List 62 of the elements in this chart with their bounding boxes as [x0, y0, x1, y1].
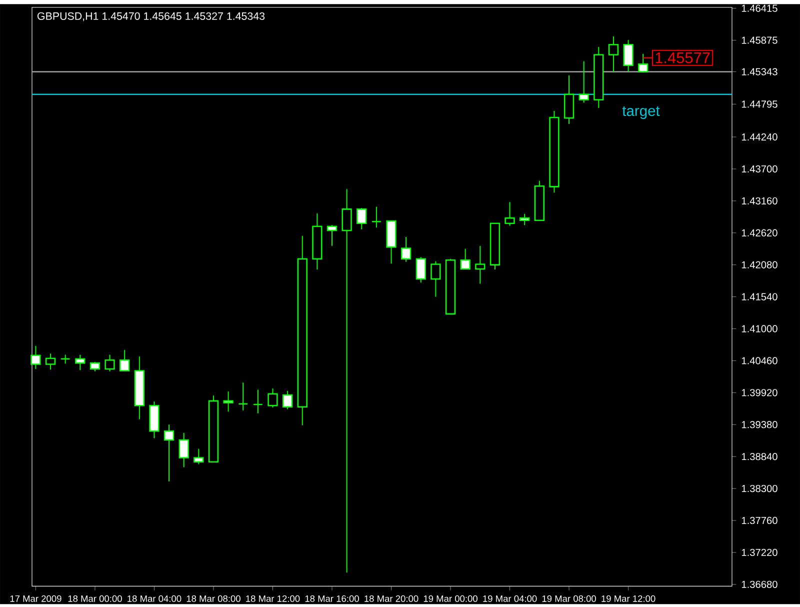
x-tick-label: 19 Mar 12:00 — [602, 596, 656, 602]
y-tick-label: 1.38840 — [742, 453, 778, 460]
x-tick-label: 18 Mar 00:00 — [68, 596, 122, 602]
x-tick-label: 19 Mar 08:00 — [542, 596, 596, 602]
x-tick-label: 19 Mar 04:00 — [483, 596, 537, 602]
candlestick — [475, 246, 486, 284]
candlestick — [238, 382, 248, 412]
x-tick-label: 18 Mar 16:00 — [305, 596, 359, 602]
candlestick — [223, 391, 234, 412]
y-tick-label: 1.44795 — [742, 100, 778, 108]
candlestick — [430, 260, 441, 298]
candlestick — [252, 389, 264, 414]
y-tick-label: 1.46415 — [742, 4, 778, 12]
candlestick — [268, 388, 278, 408]
y-tick-label: 1.42620 — [742, 229, 778, 237]
y-tick-label: 1.43160 — [742, 198, 778, 205]
candlestick — [520, 214, 530, 226]
y-tick-label: 1.45343 — [742, 68, 778, 76]
candlestick — [164, 424, 174, 482]
y-tick-label: 1.44240 — [742, 134, 778, 141]
y-tick-label: 1.39920 — [742, 389, 778, 396]
candlestick — [282, 390, 293, 410]
y-tick-label: 1.41000 — [742, 325, 778, 332]
candlestick — [400, 236, 412, 263]
y-tick-label: 1.42080 — [742, 261, 778, 269]
candlestick — [104, 354, 115, 372]
x-tick-label: 18 Mar 04:00 — [128, 596, 182, 602]
x-tick-label: 18 Mar 12:00 — [246, 596, 300, 602]
candlestick — [578, 60, 589, 104]
candlestick — [608, 36, 619, 74]
candlestick — [194, 448, 204, 465]
candlestick — [623, 40, 634, 73]
y-tick-label: 1.38300 — [742, 485, 778, 492]
candlestick — [45, 353, 56, 370]
y-tick-label: 1.41540 — [742, 293, 778, 301]
candlestick — [504, 202, 515, 226]
y-tick-label: 1.40460 — [742, 357, 778, 364]
x-tick-label: 17 Mar 2009 — [10, 596, 62, 602]
candlestick — [416, 256, 426, 284]
candlestick — [90, 362, 100, 372]
y-tick-label: 1.39380 — [742, 421, 778, 428]
y-tick-label: 1.37760 — [742, 517, 778, 524]
x-tick-label: 18 Mar 08:00 — [186, 596, 240, 602]
candlestick — [120, 350, 130, 372]
y-tick-label: 1.43700 — [742, 166, 778, 173]
chart-title: GBPUSD,H1 1.45470 1.45645 1.45327 1.45343 — [38, 12, 265, 22]
candlestick — [356, 208, 367, 230]
candlestick — [371, 206, 382, 228]
y-tick-label: 1.36680 — [742, 581, 778, 588]
x-tick-label: 19 Mar 00:00 — [424, 596, 478, 602]
y-tick-label: 1.37220 — [742, 549, 778, 556]
candlestick — [326, 224, 338, 247]
candlestick — [564, 75, 574, 125]
x-tick-label: 18 Mar 20:00 — [364, 596, 418, 602]
candlestick — [342, 188, 352, 574]
y-tick-label: 1.45875 — [742, 36, 778, 44]
candlestick — [638, 54, 648, 74]
candlestick — [75, 354, 86, 371]
ref-line-label: target — [622, 106, 660, 120]
annotation: 1.45577 — [656, 52, 710, 64]
candlestick — [178, 432, 189, 468]
candlestick — [460, 248, 470, 270]
